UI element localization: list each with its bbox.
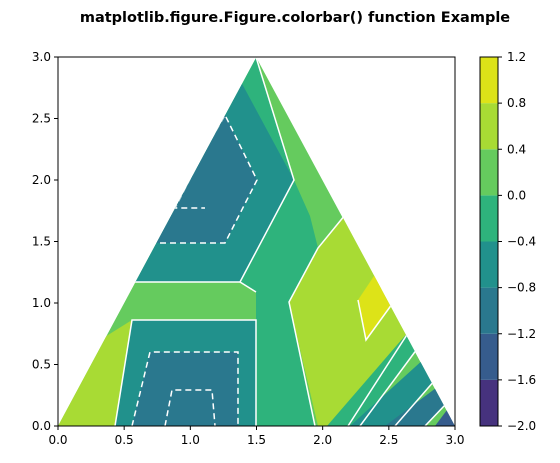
y-tick-label: 2.0 (32, 173, 51, 187)
y-tick-label: 0.0 (32, 419, 51, 433)
colorbar-segment (480, 379, 498, 426)
contour-region-br-band1 (327, 330, 420, 426)
contour-line-negative (164, 389, 216, 426)
colorbar-tick-label: 1.2 (507, 50, 526, 64)
contour-line (394, 379, 436, 426)
contour-region-br-band3 (385, 385, 445, 426)
colorbar-tick-label: −0.4 (507, 235, 536, 249)
colorbar-tick-label: −2.0 (507, 419, 536, 433)
contour-line-layer (114, 57, 446, 426)
colorbar-tick-label: 0.4 (507, 142, 526, 156)
x-tick-label: 0.5 (115, 433, 134, 447)
contour-region-br-band2 (350, 358, 435, 426)
contour-line (288, 214, 346, 426)
colorbar-tick-label: −1.6 (507, 373, 536, 387)
x-tick-label: 1.5 (247, 433, 266, 447)
y-tick-label: 2.5 (32, 112, 51, 126)
y-tick-label: 0.5 (32, 358, 51, 372)
colorbar-tick-label: −1.2 (507, 327, 536, 341)
colorbar-tick-label: 0.8 (507, 96, 526, 110)
contour-region-top-core (150, 115, 257, 243)
y-tick-label: 1.5 (32, 235, 51, 249)
colorbar-tick-label: 0.0 (507, 188, 526, 202)
x-tick-label: 0.0 (48, 433, 67, 447)
contour-region-br-band4 (435, 410, 455, 426)
x-tick-label: 2.5 (379, 433, 398, 447)
colorbar-tick-label: −0.8 (507, 281, 536, 295)
y-axis: 0.0 0.5 1.0 1.5 2.0 2.5 3.0 (32, 50, 58, 433)
contour-line (424, 404, 446, 426)
contour-line (239, 281, 257, 293)
colorbar-segment (480, 195, 498, 242)
x-tick-label: 2.0 (313, 433, 332, 447)
plot-area: 0.0 0.5 1.0 1.5 2.0 2.5 3.0 0.0 0.5 1.0 1.5 2.0 2.5… (32, 50, 465, 447)
contour-line-negative (131, 351, 239, 426)
contour-line (114, 319, 257, 426)
contour-line (347, 329, 411, 426)
contour-line (359, 344, 421, 426)
colorbar-ticks: −2.0 −1.6 −1.2 −0.8 −0.4 0.0 0.4 0.8 1.2 (498, 50, 536, 433)
contour-region-left-band (58, 320, 132, 426)
contour-region-bottom-core (132, 352, 238, 426)
contour-fill-layer (58, 57, 455, 426)
colorbar-segment (480, 241, 498, 288)
contour-line (357, 299, 396, 342)
colorbar: −2.0 −1.6 −1.2 −0.8 −0.4 0.0 0.4 0.8 1.2 (479, 50, 536, 433)
colorbar-segment (480, 103, 498, 150)
colorbar-segment (480, 57, 498, 104)
x-axis: 0.0 0.5 1.0 1.5 2.0 2.5 3.0 (48, 426, 465, 447)
contour-line (135, 57, 295, 283)
chart-title: matplotlib.figure.Figure.colorbar() func… (80, 10, 510, 26)
colorbar-segment (480, 333, 498, 380)
x-tick-label: 1.0 (181, 433, 200, 447)
colorbar-segment (480, 149, 498, 196)
x-tick-label: 3.0 (445, 433, 464, 447)
colorbar-segment (480, 287, 498, 334)
y-tick-label: 1.0 (32, 296, 51, 310)
y-tick-label: 3.0 (32, 50, 51, 64)
